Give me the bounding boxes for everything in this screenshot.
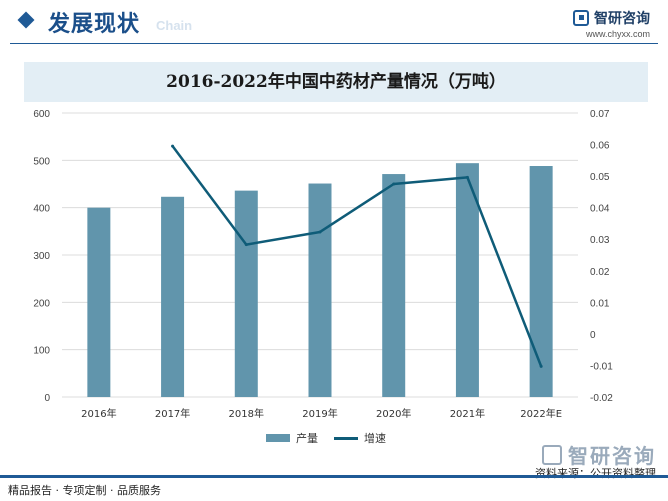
footer-tagline: 精品报告 · 专项定制 · 品质服务 (8, 484, 161, 497)
bar (382, 174, 406, 397)
legend-label-bar: 产量 (296, 432, 318, 445)
footer-logo-icon (542, 444, 562, 465)
legend-item-line: 增速 (334, 430, 386, 446)
y-right-tick-label: 0.07 (590, 109, 610, 120)
legend-item-bar: 产量 (266, 430, 318, 446)
bar (455, 163, 479, 397)
y-right-tick-label: 0.01 (590, 298, 610, 309)
brand: 智研咨询 www.chyxx.com (573, 8, 650, 39)
header: 发展现状 Chain 智研咨询 www.chyxx.com (0, 0, 668, 46)
y-right-tick-label: -0.01 (590, 361, 613, 372)
growth-point (465, 175, 469, 179)
footer-logo-text: 智研咨询 (568, 444, 656, 468)
bar (87, 207, 111, 397)
y-right-tick-label: 0 (590, 330, 596, 341)
x-tick-label: 2019年 (302, 407, 337, 420)
bar (234, 190, 258, 397)
header-divider (10, 43, 658, 44)
bar (161, 196, 185, 397)
y-left-tick-label: 500 (33, 156, 50, 167)
y-left-tick-label: 200 (33, 298, 50, 309)
y-right-tick-label: 0.04 (590, 204, 610, 215)
brand-name: 智研咨询 (594, 11, 650, 27)
y-left-tick-label: 400 (33, 204, 50, 215)
legend: 产量 增速 (0, 428, 668, 448)
legend-swatch-line (334, 436, 358, 440)
growth-point (539, 364, 543, 368)
growth-point (318, 230, 322, 234)
y-left-tick-label: 300 (33, 251, 50, 262)
source-note: 资料来源：公开资料整理 (535, 467, 656, 480)
x-tick-label: 2022年E (520, 407, 562, 420)
y-right-tick-label: 0.06 (590, 141, 610, 152)
y-right-tick-label: 0.05 (590, 172, 610, 183)
x-tick-label: 2020年 (376, 407, 411, 420)
y-left-tick-label: 100 (33, 346, 50, 357)
brand-logo-icon (573, 10, 589, 26)
brand-url: www.chyxx.com (585, 29, 650, 39)
y-left-tick-label: 0 (44, 393, 50, 404)
y-left-tick-label: 600 (33, 109, 50, 120)
x-tick-label: 2018年 (229, 407, 264, 420)
x-tick-label: 2017年 (155, 407, 190, 420)
section-title: 发展现状 (48, 12, 141, 37)
growth-point (392, 182, 396, 186)
bar (529, 166, 553, 397)
y-right-tick-label: -0.02 (590, 393, 613, 404)
footer-divider (0, 475, 668, 478)
legend-label-line: 增速 (364, 432, 386, 445)
x-tick-label: 2016年 (81, 407, 116, 420)
growth-line (171, 145, 543, 367)
legend-swatch-bar (266, 434, 290, 442)
growth-point (244, 243, 248, 247)
y-right-tick-label: 0.02 (590, 267, 610, 278)
footer-logo: 智研咨询 (542, 440, 656, 469)
title-band (24, 62, 648, 102)
growth-point (171, 144, 175, 148)
y-right-tick-label: 0.03 (590, 235, 610, 246)
section-subtitle: Chain (156, 18, 193, 33)
x-tick-label: 2021年 (450, 407, 485, 420)
bar (308, 183, 332, 397)
chart-title: 2016-2022年中国中药材产量情况（万吨） (166, 72, 506, 92)
